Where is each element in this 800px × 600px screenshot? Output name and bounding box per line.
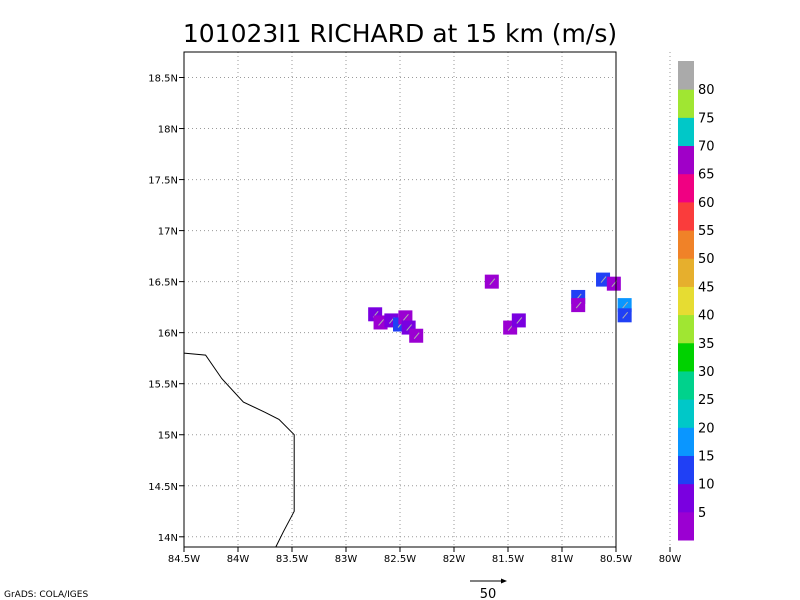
- coastline-path: [183, 352, 295, 548]
- reference-vector-label: 50: [480, 587, 497, 600]
- chart-title: 101023I1 RICHARD at 15 km (m/s): [183, 19, 617, 48]
- x-tick-label: 83.5W: [276, 554, 308, 565]
- wind-vector: [413, 332, 420, 340]
- y-tick-label: 18N: [158, 125, 178, 136]
- colorbar-segment: [678, 117, 694, 147]
- x-tick-label: 83W: [335, 554, 358, 565]
- colorbar-label: 5: [698, 506, 706, 521]
- colorbar-label: 75: [698, 111, 715, 126]
- coastline: [183, 352, 295, 548]
- colorbar-label: 10: [698, 478, 715, 493]
- y-tick-label: 18.5N: [148, 74, 178, 85]
- y-tick-label: 17.5N: [148, 176, 178, 187]
- wind-vector: [575, 301, 582, 309]
- y-tick-label: 16N: [158, 329, 178, 340]
- wind-vector: [406, 324, 413, 331]
- y-tick-label: 15N: [158, 431, 178, 442]
- wind-vector: [403, 314, 409, 321]
- colorbar-segment: [678, 427, 694, 456]
- x-tick-label: 81W: [551, 554, 574, 565]
- colorbar-segment: [678, 173, 694, 203]
- colorbar-label: 55: [698, 224, 715, 239]
- colorbar-label: 65: [698, 168, 715, 183]
- colorbar-segment: [678, 399, 694, 428]
- x-tick-label: 80W: [659, 554, 682, 565]
- colorbar-label: 70: [698, 140, 715, 155]
- y-tick-label: 15.5N: [148, 380, 178, 391]
- y-tick-label: 17N: [158, 227, 178, 238]
- colorbar-label: 20: [698, 421, 715, 436]
- x-axis-ticks: 84.5W 84W 83.5W 83W 82.5W 82W 81.5W 81W 80.5W 80W: [168, 547, 681, 565]
- x-tick-label: 81.5W: [492, 554, 524, 565]
- grid-lines: [184, 52, 671, 547]
- wind-vector: [622, 301, 629, 309]
- reference-vector: [470, 578, 507, 584]
- x-tick-label: 84W: [227, 554, 250, 565]
- colorbar-segment: [678, 483, 694, 513]
- colorbar-segment: [678, 370, 694, 400]
- colorbar-segment: [678, 230, 694, 259]
- x-tick-label: 82.5W: [384, 554, 416, 565]
- x-tick-label: 80.5W: [600, 554, 632, 565]
- colorbar-label: 60: [698, 196, 715, 211]
- colorbar-segment: [678, 342, 694, 372]
- colorbar-label: 40: [698, 309, 715, 324]
- wind-vector: [378, 319, 384, 326]
- y-tick-label: 16.5N: [148, 278, 178, 289]
- colorbar-segment: [678, 286, 694, 316]
- colorbar-segment: [678, 314, 694, 344]
- colorbar-label: 15: [698, 449, 715, 464]
- colorbar-label: 80: [698, 83, 715, 98]
- colorbar-segment: [678, 455, 694, 485]
- y-tick-label: 14N: [158, 533, 178, 544]
- wind-vector: [489, 278, 496, 285]
- colorbar-segment: [678, 201, 694, 231]
- wind-vector: [516, 317, 523, 324]
- colorbar-label: 30: [698, 365, 715, 380]
- colorbar-label: 45: [698, 280, 715, 295]
- credit-text: GrADS: COLA/IGES: [4, 590, 88, 600]
- colorbar-segment: [678, 145, 694, 175]
- y-axis-ticks: 14N 14.5N 15N 15.5N 16N 16.5N 17N 17.5N 18N 18.5N: [148, 74, 184, 544]
- y-tick-label: 14.5N: [148, 482, 178, 493]
- x-tick-label: 82W: [443, 554, 466, 565]
- colorbar-segment: [678, 89, 694, 118]
- colorbar-segment: [678, 511, 694, 541]
- observation-points: [368, 272, 632, 343]
- colorbar-segment: [678, 258, 694, 287]
- colorbar-label: 25: [698, 393, 715, 408]
- wind-vector: [600, 276, 607, 283]
- x-tick-label: 84.5W: [168, 554, 200, 565]
- colorbar-segment: [678, 61, 694, 90]
- colorbar: 5 10 15 20 25 30 35 40 45 50 55 60 65 70 75 80: [678, 61, 715, 541]
- colorbar-label: 35: [698, 337, 715, 352]
- colorbar-label: 50: [698, 252, 715, 267]
- wind-vector: [622, 311, 629, 319]
